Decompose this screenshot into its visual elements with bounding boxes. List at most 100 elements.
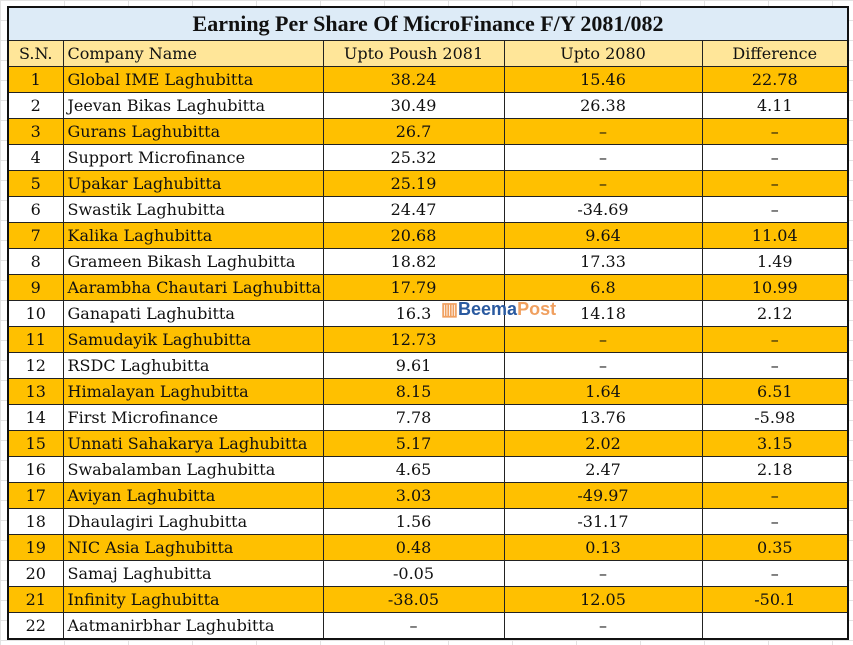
cell-difference bbox=[701, 612, 849, 640]
cell-difference: – bbox=[701, 508, 849, 535]
table-row: 16 Swabalamban Laghubitta 4.65 2.47 2.18 bbox=[7, 456, 849, 483]
cell-sn: 18 bbox=[7, 508, 64, 535]
cell-sn: 6 bbox=[7, 196, 64, 223]
table-row: 19 NIC Asia Laghubitta 0.48 0.13 0.35 bbox=[7, 534, 849, 561]
table-row: 2 Jeevan Bikas Laghubitta 30.49 26.38 4.11 bbox=[7, 92, 849, 119]
cell-poush-2081: 3.03 bbox=[322, 482, 505, 509]
eps-table: Earning Per Share Of MicroFinance F/Y 20… bbox=[7, 6, 849, 640]
table-row: 3 Gurans Laghubitta 26.7– – bbox=[7, 118, 849, 145]
cell-company: Unnati Sahakarya Laghubitta bbox=[62, 430, 324, 457]
cell-sn: 14 bbox=[7, 404, 64, 431]
cell-difference: – bbox=[701, 118, 849, 145]
cell-difference: 6.51 bbox=[701, 378, 849, 405]
table-title: Earning Per Share Of MicroFinance F/Y 20… bbox=[7, 6, 849, 41]
cell-poush-2081: 5.17 bbox=[322, 430, 505, 457]
cell-sn: 13 bbox=[7, 378, 64, 405]
table-row: 9 Aarambha Chautari Laghubitta 17.79 6.8 10.… bbox=[7, 274, 849, 301]
cell-2080: 0.13 bbox=[503, 534, 703, 561]
cell-company: Infinity Laghubitta bbox=[62, 586, 324, 613]
cell-company: Support Microfinance bbox=[62, 144, 324, 171]
cell-difference: – bbox=[701, 144, 849, 171]
cell-difference: – bbox=[701, 352, 849, 379]
cell-poush-2081: 24.47 bbox=[322, 196, 505, 223]
cell-sn: 1 bbox=[7, 66, 64, 93]
header-2080: Upto 2080 bbox=[503, 40, 703, 67]
table-row: 7 Kalika Laghubitta 20.68 9.64 11.04 bbox=[7, 222, 849, 249]
cell-sn: 8 bbox=[7, 248, 64, 275]
cell-sn: 4 bbox=[7, 144, 64, 171]
cell-company: Global IME Laghubitta bbox=[62, 66, 324, 93]
cell-company: Aarambha Chautari Laghubitta bbox=[62, 274, 324, 301]
table-row: 10 Ganapati Laghubitta 16.3 14.18 2.12 bbox=[7, 300, 849, 327]
cell-difference: 11.04 bbox=[701, 222, 849, 249]
cell-company: Swastik Laghubitta bbox=[62, 196, 324, 223]
cell-2080: 6.8 bbox=[503, 274, 703, 301]
cell-difference: 10.99 bbox=[701, 274, 849, 301]
header-poush-2081: Upto Poush 2081 bbox=[322, 40, 505, 67]
header-difference: Difference bbox=[701, 40, 849, 67]
cell-difference: – bbox=[701, 560, 849, 587]
cell-poush-2081: 17.79 bbox=[322, 274, 505, 301]
cell-company: Ganapati Laghubitta bbox=[62, 300, 324, 327]
table-row: 1 Global IME Laghubitta 38.24 15.46 22.78 bbox=[7, 66, 849, 93]
table-row: 12 RSDC Laghubitta 9.61– – bbox=[7, 352, 849, 379]
cell-poush-2081: 0.48 bbox=[322, 534, 505, 561]
building-icon: ▥ bbox=[441, 299, 459, 319]
table-row: 20 Samaj Laghubitta -0.05– – bbox=[7, 560, 849, 587]
cell-company: NIC Asia Laghubitta bbox=[62, 534, 324, 561]
cell-2080: -49.97 bbox=[503, 482, 703, 509]
cell-2080: 2.47 bbox=[503, 456, 703, 483]
cell-poush-2081: 20.68 bbox=[322, 222, 505, 249]
cell-poush-2081: -0.05 bbox=[322, 560, 505, 587]
cell-sn: 3 bbox=[7, 118, 64, 145]
cell-company: Grameen Bikash Laghubitta bbox=[62, 248, 324, 275]
cell-poush-2081: 12.73 bbox=[322, 326, 505, 353]
cell-2080: 2.02 bbox=[503, 430, 703, 457]
cell-company: Swabalamban Laghubitta bbox=[62, 456, 324, 483]
cell-2080: – bbox=[503, 352, 703, 379]
cell-2080: – bbox=[503, 144, 703, 171]
cell-company: Aatmanirbhar Laghubitta bbox=[62, 612, 324, 640]
cell-sn: 12 bbox=[7, 352, 64, 379]
cell-sn: 22 bbox=[7, 612, 64, 640]
cell-company: Upakar Laghubitta bbox=[62, 170, 324, 197]
cell-difference: 0.35 bbox=[701, 534, 849, 561]
cell-difference: -50.1 bbox=[701, 586, 849, 613]
cell-poush-2081: 7.78 bbox=[322, 404, 505, 431]
table-row: 18 Dhaulagiri Laghubitta 1.56 -31.17– bbox=[7, 508, 849, 535]
cell-poush-2081: 16.3 bbox=[322, 300, 505, 327]
cell-sn: 20 bbox=[7, 560, 64, 587]
cell-company: RSDC Laghubitta bbox=[62, 352, 324, 379]
cell-2080: 15.46 bbox=[503, 66, 703, 93]
cell-sn: 7 bbox=[7, 222, 64, 249]
cell-difference: – bbox=[701, 326, 849, 353]
table-row: 22 Aatmanirbhar Laghubitta – – bbox=[7, 612, 849, 640]
cell-difference: – bbox=[701, 196, 849, 223]
cell-poush-2081: 25.32 bbox=[322, 144, 505, 171]
cell-sn: 11 bbox=[7, 326, 64, 353]
table-row: 5 Upakar Laghubitta 25.19– – bbox=[7, 170, 849, 197]
cell-sn: 21 bbox=[7, 586, 64, 613]
cell-poush-2081: 9.61 bbox=[322, 352, 505, 379]
cell-poush-2081: 30.49 bbox=[322, 92, 505, 119]
beemapost-watermark: ▥BeemaPost bbox=[441, 299, 557, 319]
cell-difference: 1.49 bbox=[701, 248, 849, 275]
cell-company: Samudayik Laghubitta bbox=[62, 326, 324, 353]
cell-2080: – bbox=[503, 560, 703, 587]
table-row: 14 First Microfinance 7.78 13.76 -5.98 bbox=[7, 404, 849, 431]
table-row: 8 Grameen Bikash Laghubitta 18.82 17.33 1.49 bbox=[7, 248, 849, 275]
table-row: 17 Aviyan Laghubitta 3.03 -49.97– bbox=[7, 482, 849, 509]
cell-2080: – bbox=[503, 326, 703, 353]
cell-2080: 17.33 bbox=[503, 248, 703, 275]
cell-2080: – bbox=[503, 170, 703, 197]
cell-company: Jeevan Bikas Laghubitta bbox=[62, 92, 324, 119]
cell-2080: 13.76 bbox=[503, 404, 703, 431]
cell-2080: – bbox=[503, 612, 703, 640]
header-sn: S.N. bbox=[7, 40, 64, 67]
cell-sn: 15 bbox=[7, 430, 64, 457]
cell-sn: 19 bbox=[7, 534, 64, 561]
cell-2080: -31.17 bbox=[503, 508, 703, 535]
cell-poush-2081: 26.7 bbox=[322, 118, 505, 145]
cell-2080: 26.38 bbox=[503, 92, 703, 119]
cell-company: Dhaulagiri Laghubitta bbox=[62, 508, 324, 535]
